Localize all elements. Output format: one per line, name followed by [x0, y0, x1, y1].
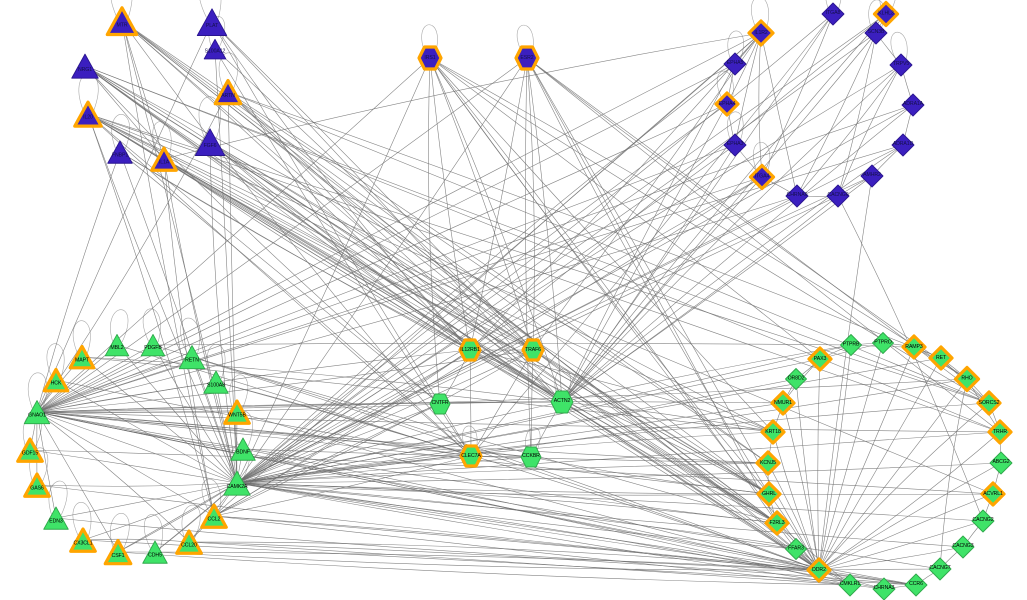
- graph-node-adra1a[interactable]: ADRA1A: [899, 91, 927, 119]
- graph-node-wnt5b[interactable]: WNT5B: [219, 394, 254, 429]
- graph-node-il1r2[interactable]: IL1R2: [744, 16, 778, 50]
- graph-node-actn2[interactable]: ACTN2: [548, 388, 576, 416]
- graph-node-cacng6[interactable]: CACNG6: [824, 182, 852, 210]
- graph-node-s100a8[interactable]: S100A8: [201, 367, 232, 398]
- graph-node-kcnj5[interactable]: KCNJ5: [752, 447, 784, 479]
- graph-node-nmur1[interactable]: NMUR1: [767, 387, 799, 419]
- graph-node-ptpro[interactable]: PTPRO: [870, 330, 897, 357]
- graph-node-hck[interactable]: HCK: [39, 363, 73, 397]
- graph-node-il20[interactable]: IL20: [69, 95, 106, 132]
- graph-node-csf1[interactable]: CSF1: [100, 534, 136, 570]
- graph-node-itga8[interactable]: ITGA8: [819, 0, 847, 28]
- graph-node-mtr[interactable]: MTR: [102, 1, 142, 41]
- graph-node-artn[interactable]: ARTN: [210, 74, 246, 110]
- graph-node-cntfr[interactable]: CNTFR: [427, 391, 453, 417]
- graph-node-mbl2[interactable]: MBL2: [102, 330, 132, 360]
- graph-node-epha4[interactable]: EPHA4: [711, 88, 743, 120]
- graph-node-irs1[interactable]: IRS1: [414, 42, 446, 74]
- graph-node-il1a[interactable]: IL1A: [146, 141, 181, 176]
- graph-node-itga4[interactable]: ITGA4: [745, 160, 778, 193]
- graph-node-fnbp1[interactable]: FNBP1: [105, 137, 136, 168]
- graph-node-ccr6[interactable]: CCR6: [902, 571, 930, 599]
- graph-node-cmklr1[interactable]: CMKLR1: [836, 571, 864, 599]
- graph-node-cacng2[interactable]: CACNG2: [969, 507, 997, 535]
- graph-node-esr2[interactable]: ESR2: [511, 42, 543, 74]
- graph-node-gas6[interactable]: GAS6: [19, 467, 54, 502]
- graph-node-adra1d[interactable]: ADRA1D: [889, 131, 917, 159]
- graph-node-ccl20[interactable]: CCL20: [171, 524, 206, 559]
- graph-node-s100a12[interactable]: S100A12: [201, 35, 229, 63]
- graph-node-ghrl[interactable]: GHRL: [753, 478, 785, 510]
- graph-node-traf6[interactable]: TRAF6: [518, 335, 548, 365]
- graph-node-bdnf[interactable]: BDNF: [228, 434, 259, 465]
- graph-node-sorcs2[interactable]: SORCS2: [973, 387, 1005, 419]
- graph-node-ptprb[interactable]: PTPRB: [838, 332, 865, 359]
- graph-node-cacng7[interactable]: CACNG7: [926, 555, 954, 583]
- graph-node-il12rb1[interactable]: IL12RB1: [455, 335, 485, 365]
- graph-node-cx3cl1[interactable]: CX3CL1: [65, 522, 100, 557]
- graph-node-epha5[interactable]: EPHA5: [721, 50, 749, 78]
- graph-node-f2rl3[interactable]: F2RL3: [761, 507, 793, 539]
- graph-node-nrg1[interactable]: NRG1: [69, 50, 102, 83]
- graph-node-cckbr[interactable]: CCKBR: [518, 444, 544, 470]
- graph-node-cdh5[interactable]: CDH5: [140, 537, 171, 568]
- graph-node-acvrl1[interactable]: ACVRL1: [977, 478, 1009, 510]
- graph-node-trhr[interactable]: TRHR: [984, 416, 1016, 448]
- graph-node-pdgfb[interactable]: PDGFB: [138, 330, 168, 360]
- graph-node-fgf6[interactable]: FGF6: [192, 124, 228, 160]
- graph-node-chrna6[interactable]: CHRNA6: [783, 182, 811, 210]
- graph-node-ddr2[interactable]: DDR2: [803, 554, 835, 586]
- graph-node-krt18[interactable]: KRT18: [757, 416, 789, 448]
- graph-node-gnao1[interactable]: GNAO1: [21, 396, 53, 428]
- graph-node-trpv5[interactable]: TRPV5: [887, 51, 915, 79]
- graph-node-chrna3[interactable]: CHRNA3: [870, 575, 898, 600]
- graph-node-scn3b[interactable]: SCN3B: [862, 19, 890, 47]
- graph-node-amhr2[interactable]: AMHR2: [858, 162, 886, 190]
- graph-node-camk2a[interactable]: CAMK2A: [221, 467, 254, 500]
- graph-node-gdf15[interactable]: GDF15: [12, 432, 47, 467]
- graph-node-abcg2[interactable]: ABCG2: [987, 449, 1015, 477]
- graph-node-epha3[interactable]: EPHA3: [721, 131, 749, 159]
- graph-node-clec7a[interactable]: CLEC7A: [456, 441, 486, 471]
